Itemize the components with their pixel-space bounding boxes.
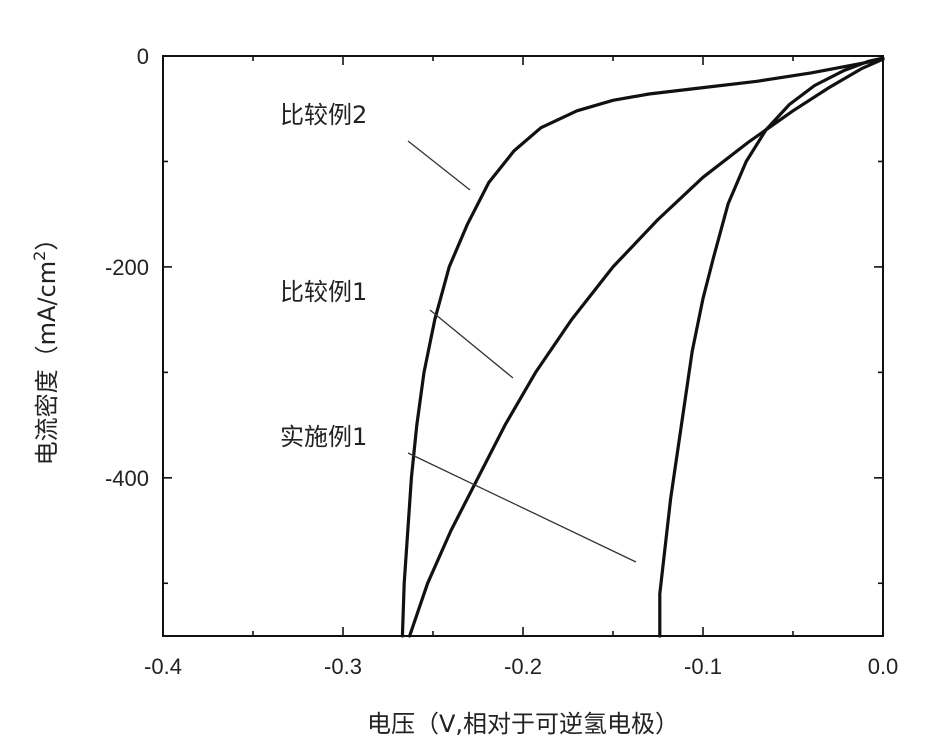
y-tick-label: -200 (105, 255, 149, 280)
annotation-leader-line (407, 140, 471, 191)
series-line-3 (658, 56, 885, 638)
annotation-leader-line (407, 452, 637, 563)
plot-frame (162, 55, 884, 637)
x-axis-title: 电压（V,相对于可逆氢电极） (367, 710, 679, 738)
series-line-1 (400, 57, 885, 638)
y-tick-label: -400 (105, 466, 149, 491)
x-tick-label: -0.3 (324, 654, 362, 679)
annotation-layer: 比较例2 比较例1 实施例1 (280, 101, 637, 563)
y-axis-title-superscript: 2 (30, 251, 49, 261)
annotation-label: 实施例1 (280, 423, 367, 451)
y-tick-label: 0 (137, 44, 149, 69)
y-axis-title-close: ） (33, 227, 61, 251)
x-tick-label: -0.1 (684, 654, 722, 679)
series-layer (400, 56, 885, 638)
annotation-leader-line (429, 309, 514, 379)
y-axis-title-main: 电流密度（mA/cm (33, 261, 61, 465)
tick-labels: -0.4 -0.3 -0.2 -0.1 0.0 0 -200 -400 (105, 44, 898, 679)
x-tick-label: -0.4 (144, 654, 182, 679)
series-line-2 (408, 57, 885, 638)
x-tick-label: -0.2 (504, 654, 542, 679)
y-axis-title: 电流密度（mA/cm2） (30, 227, 61, 466)
annotation-label: 比较例2 (280, 101, 367, 129)
x-tick-label: 0.0 (868, 654, 899, 679)
annotation-label: 比较例1 (280, 278, 367, 306)
